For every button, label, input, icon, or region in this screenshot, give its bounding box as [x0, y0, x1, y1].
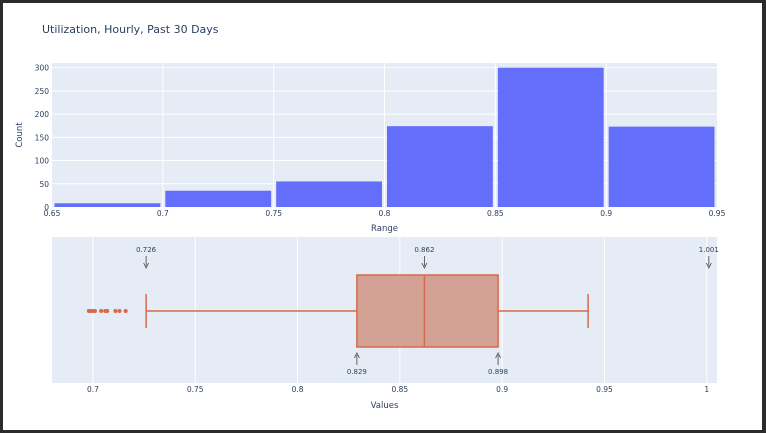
boxplot-x-tick-label: 1 [704, 385, 709, 394]
boxplot-annotation-label: 1.001 [699, 246, 719, 254]
histogram-y-tick-label: 300 [35, 64, 50, 73]
boxplot-x-tick-label: 0.95 [596, 385, 613, 394]
histogram-bar [608, 126, 715, 207]
histogram-y-axis-label: Count [15, 122, 25, 148]
histogram-x-tick-label: 0.85 [487, 209, 504, 218]
boxplot-annotation-arrowhead [143, 262, 149, 269]
boxplot-annotation-arrowhead [421, 262, 428, 269]
histogram-bar [276, 181, 382, 207]
boxplot-x-tick-label: 0.75 [187, 385, 204, 394]
histogram-y-tick-label: 0 [44, 203, 49, 212]
chart-card: Utilization, Hourly, Past 30 Days 0 50 100… [3, 3, 762, 430]
histogram-bar [54, 203, 161, 207]
boxplot-annotation-arrowhead [495, 352, 501, 359]
boxplot-outlier-point [99, 309, 104, 313]
histogram-x-tick-label: 0.7 [157, 209, 169, 218]
histogram-bar [387, 126, 493, 207]
histogram-y-tick-label: 250 [35, 87, 50, 96]
boxplot-annotation-label: 0.862 [414, 246, 434, 254]
histogram-bar [497, 67, 604, 207]
boxplot-outlier-point [92, 309, 97, 313]
boxplot-annotation-arrowhead [705, 262, 712, 269]
boxplot-outlier-point [123, 309, 128, 313]
boxplot-annotation-arrowhead [354, 352, 360, 359]
histogram-x-tick-label: 0.95 [709, 209, 726, 218]
boxplot-annotation-label: 0.829 [347, 368, 367, 376]
boxplot-box [356, 274, 499, 348]
histogram-y-tick-label: 100 [35, 157, 50, 166]
boxplot-x-axis-label: Values [371, 401, 399, 411]
histogram-y-tick-label: 200 [35, 110, 50, 119]
histogram-y-tick-label: 50 [39, 180, 49, 189]
boxplot-annotation-label: 0.726 [136, 246, 157, 254]
boxplot-outlier-point [105, 309, 110, 313]
boxplot-x-tick-label: 0.9 [496, 385, 508, 394]
boxplot-x-tick-label: 0.85 [391, 385, 408, 394]
histogram-y-tick-label: 150 [35, 133, 50, 142]
boxplot-x-tick-label: 0.8 [292, 385, 304, 394]
boxplot-outlier-point [117, 309, 122, 313]
boxplot-outlier-point [113, 309, 118, 313]
chart-title: Utilization, Hourly, Past 30 Days [42, 23, 219, 36]
histogram-x-axis-label: Range [371, 224, 398, 234]
histogram-x-tick-label: 0.9 [600, 209, 612, 218]
histogram-x-tick-label: 0.75 [265, 209, 282, 218]
chart-svg: 0 50 100 150 200 250 300 0.65 0.7 0.75 0.8 0.85 0.9 0… [15, 63, 726, 411]
histogram-bar [165, 190, 272, 207]
histogram-x-tick-label: 0.8 [379, 209, 391, 218]
boxplot-annotation-label: 0.898 [488, 368, 508, 376]
histogram-x-tick-label: 0.65 [44, 209, 61, 218]
boxplot-x-tick-label: 0.7 [87, 385, 99, 394]
